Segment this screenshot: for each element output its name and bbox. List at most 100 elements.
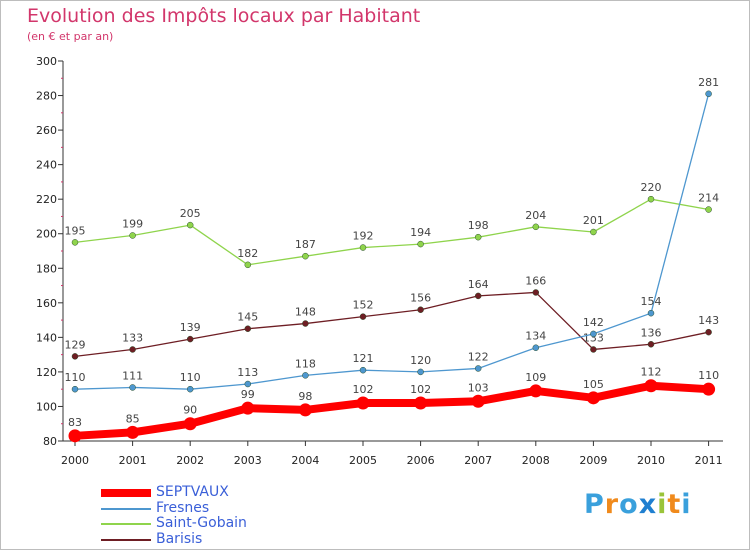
data-point: [647, 309, 655, 317]
x-tick-label: 2010: [637, 454, 665, 467]
x-tick-label: 2005: [349, 454, 377, 467]
data-label: 122: [468, 350, 489, 363]
data-label: 166: [525, 274, 546, 287]
data-point: [359, 313, 367, 320]
data-label: 136: [641, 326, 662, 339]
data-point: [590, 330, 597, 338]
data-label: 103: [468, 381, 489, 394]
data-label: 83: [68, 416, 82, 429]
data-point: [590, 346, 597, 353]
y-tick-label: 140: [36, 331, 57, 344]
data-point: [126, 425, 140, 439]
data-label: 110: [65, 371, 86, 384]
data-point: [417, 240, 424, 248]
data-point: [647, 195, 655, 203]
data-point: [474, 292, 482, 300]
data-label: 199: [122, 217, 143, 230]
data-label: 164: [468, 278, 489, 291]
data-point: [644, 379, 658, 393]
series-line-fresnes: [74, 93, 710, 390]
data-point: [71, 239, 79, 246]
data-label: 187: [295, 238, 316, 251]
x-tick-label: 2006: [407, 454, 435, 467]
data-label: 133: [122, 331, 143, 344]
data-point: [186, 221, 194, 229]
data-point: [186, 335, 194, 343]
data-label: 110: [698, 369, 719, 382]
y-tick-label: 300: [36, 55, 57, 68]
data-label: 134: [525, 330, 546, 343]
logo-letter: x: [638, 489, 658, 520]
data-label: 110: [180, 371, 201, 384]
logo-letter: r: [604, 489, 620, 520]
legend-swatch: [101, 507, 151, 510]
data-point: [532, 289, 540, 296]
data-point: [529, 384, 543, 398]
data-point: [68, 429, 82, 443]
x-tick-label: 2000: [61, 454, 89, 467]
x-tick-label: 2002: [176, 454, 204, 467]
data-label: 111: [122, 369, 143, 382]
data-label: 148: [295, 306, 316, 319]
x-tick-label: 2008: [522, 454, 550, 467]
data-point: [586, 391, 600, 405]
data-point: [414, 396, 428, 410]
data-point: [71, 385, 79, 393]
data-label: 145: [237, 311, 258, 324]
data-point: [705, 206, 712, 213]
series-line-barisis: [74, 291, 710, 358]
data-label: 102: [353, 383, 374, 396]
x-tick-label: 2001: [119, 454, 147, 467]
data-label: 182: [237, 247, 258, 260]
legend-label: Barisis: [156, 530, 203, 547]
x-tick-label: 2004: [291, 454, 319, 467]
data-point: [532, 223, 540, 231]
data-label: 99: [241, 388, 255, 401]
data-label: 112: [641, 366, 662, 379]
data-label: 121: [353, 352, 374, 365]
data-label: 214: [698, 192, 719, 205]
y-tick-label: 280: [36, 90, 57, 103]
data-label: 113: [237, 366, 258, 379]
y-tick-label: 80: [43, 435, 57, 448]
data-label: 90: [183, 404, 197, 417]
data-point: [244, 380, 252, 388]
data-label: 154: [641, 295, 662, 308]
data-label: 204: [525, 209, 546, 222]
legend-swatch: [101, 489, 151, 497]
y-tick-label: 120: [36, 366, 57, 379]
legend-label: Saint-Gobain: [156, 515, 247, 531]
data-label: 152: [353, 299, 374, 312]
data-label: 205: [180, 207, 201, 220]
data-label: 220: [641, 181, 662, 194]
logo-letter: o: [619, 489, 639, 520]
data-label: 195: [65, 224, 86, 237]
data-point: [590, 228, 597, 236]
y-tick-label: 180: [36, 262, 57, 275]
logo-letter: P: [584, 489, 605, 520]
data-point: [532, 344, 540, 351]
data-label: 192: [353, 230, 374, 243]
data-point: [302, 252, 309, 260]
y-tick-label: 160: [36, 297, 57, 310]
data-point: [129, 232, 136, 239]
x-tick-label: 2007: [464, 454, 492, 467]
data-point: [298, 403, 312, 417]
data-label: 142: [583, 316, 604, 329]
data-label: 105: [583, 378, 604, 391]
data-point: [474, 365, 482, 372]
data-point: [359, 244, 367, 251]
legend-swatch: [101, 523, 151, 525]
data-point: [702, 382, 716, 396]
y-tick-label: 200: [36, 228, 57, 241]
data-label: 98: [298, 390, 312, 403]
data-label: 85: [126, 412, 140, 425]
data-label: 194: [410, 226, 431, 239]
logo-letter: i: [657, 489, 668, 520]
data-label: 120: [410, 354, 431, 367]
data-point: [359, 366, 367, 374]
logo-letter: t: [667, 489, 682, 520]
data-label: 143: [698, 314, 719, 327]
